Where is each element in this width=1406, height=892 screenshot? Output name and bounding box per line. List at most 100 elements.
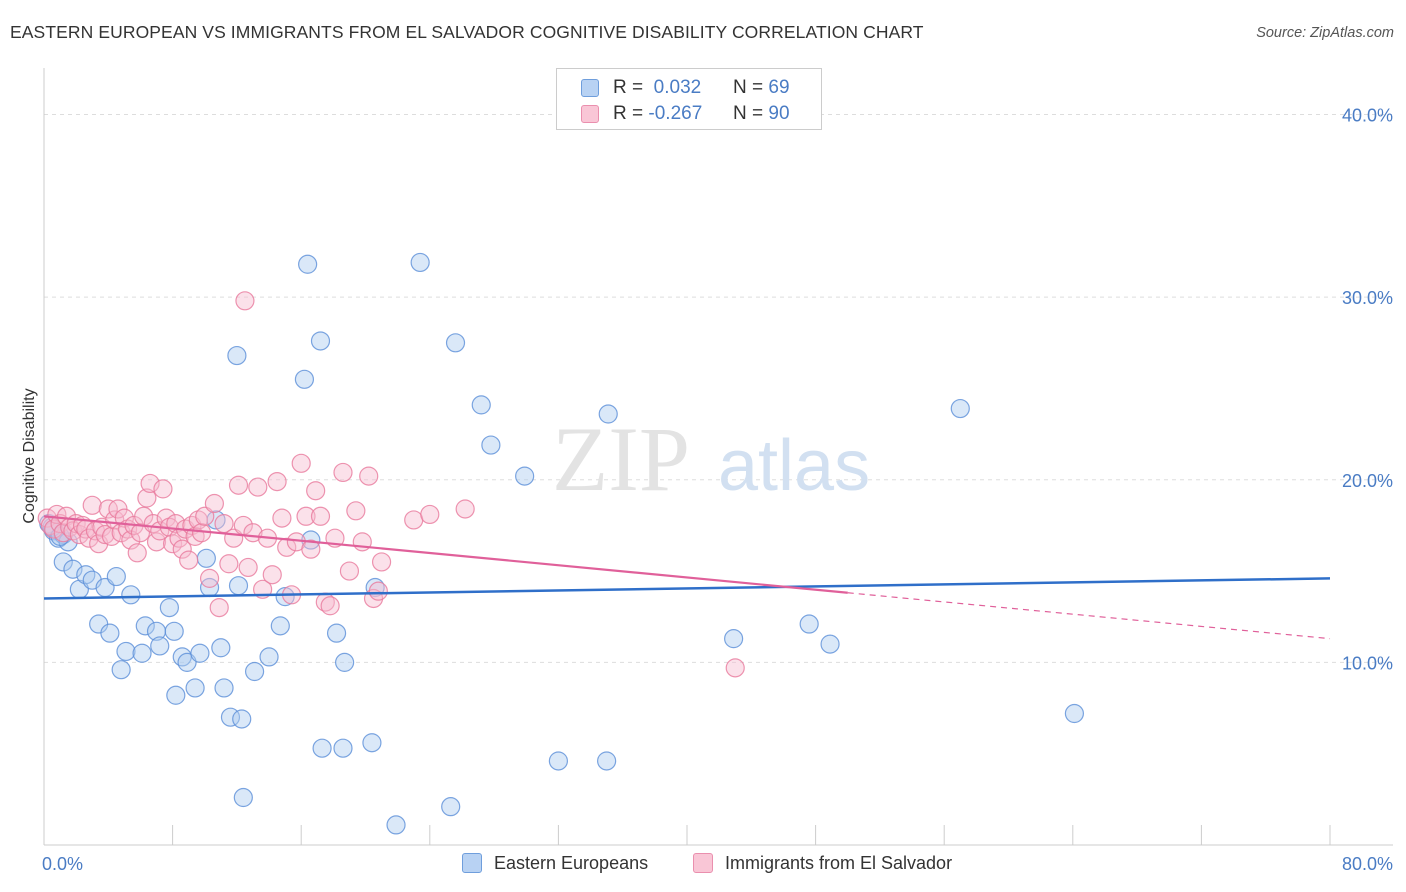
data-point [1064,703,1085,724]
trend-line-extension [847,592,1331,640]
data-point [455,499,475,519]
data-point [135,616,155,636]
trend-lines [43,515,1331,640]
data-point [950,398,970,419]
data-point [233,787,253,808]
legend-row-eastern-europeans: R = 0.032 N = 69 [557,75,821,103]
legend-n: N = 90 [733,103,790,125]
data-point [100,623,120,643]
data-point [306,481,326,501]
data-point [410,252,430,273]
data-point [481,435,501,455]
y-axis-label: Cognitive Disability [21,388,38,523]
data-point [725,658,745,678]
data-point [471,395,491,415]
data-point [270,616,290,636]
data-point [153,479,173,499]
data-point [333,738,353,758]
legend-r: R = -0.267 [613,103,702,125]
legend-swatch-pink [693,853,713,873]
data-point [190,643,210,663]
legend-row-el-salvador: R = -0.267 N = 90 [557,101,821,129]
data-point [326,623,347,643]
n-value: 69 [768,77,790,98]
legend-r: R = 0.032 [613,77,701,99]
data-point [371,552,392,572]
data-point [333,462,353,483]
data-point [386,815,406,835]
data-point [95,524,115,545]
data-point [445,333,466,353]
data-point [53,552,73,572]
axes [43,68,1393,846]
data-point [227,345,247,366]
data-point [320,596,340,616]
y-tick-labels: 10.0% 20.0% 30.0% 40.0% [1342,106,1393,674]
data-point [228,475,249,495]
data-point [179,550,199,570]
data-point [310,506,331,526]
legend-swatch-pink [581,105,599,123]
legend-swatch-blue [462,853,482,873]
data-point [219,554,239,574]
data-point [132,643,152,663]
n-value: 90 [768,103,790,124]
data-point [404,510,424,530]
data-point [195,506,215,526]
data-point [362,733,382,753]
data-point [146,532,167,552]
r-label: R = [613,103,644,124]
watermark-zip: ZIP [552,408,690,510]
data-point [420,504,440,525]
data-point [294,369,315,389]
data-point [121,585,141,605]
data-point [106,566,126,587]
data-point [598,404,618,424]
n-label: N = [733,77,764,98]
data-point [799,614,819,634]
data-point [335,652,355,672]
data-point [82,495,102,515]
data-point [301,539,321,559]
data-point [339,561,360,581]
data-point [185,678,205,698]
data-point [262,565,282,585]
data-point [166,685,186,705]
chart-title: EASTERN EUROPEAN VS IMMIGRANTS FROM EL S… [10,22,924,42]
legend-label: Immigrants from El Salvador [725,853,953,873]
data-point [296,506,316,526]
data-point [515,466,535,486]
y-tick-label: 40.0% [1342,106,1393,126]
y-tick-label: 20.0% [1342,471,1393,491]
data-point [209,597,229,618]
data-point [259,647,279,667]
data-point [312,738,332,758]
data-point [137,488,157,508]
data-point [159,597,179,618]
watermark: ZIP atlas [552,408,870,510]
r-value: -0.267 [648,103,703,124]
data-point [248,477,268,497]
r-value: 0.032 [653,77,702,98]
n-label: N = [733,103,764,124]
data-point [211,638,231,658]
data-point [597,751,617,771]
legend-n: N = 69 [733,77,790,99]
data-point [172,539,192,559]
data-point [724,629,744,649]
data-point [232,709,252,729]
data-point [298,254,318,274]
data-point [272,508,292,528]
series-el-salvador-points [37,291,745,678]
data-point [98,499,118,519]
data-point [244,661,265,682]
data-point [346,501,366,521]
r-label: R = [613,77,644,98]
data-point [111,660,131,680]
data-point [310,331,331,351]
data-point [199,568,220,588]
trend-line [43,515,848,594]
data-point [275,587,295,607]
data-point [228,576,249,596]
